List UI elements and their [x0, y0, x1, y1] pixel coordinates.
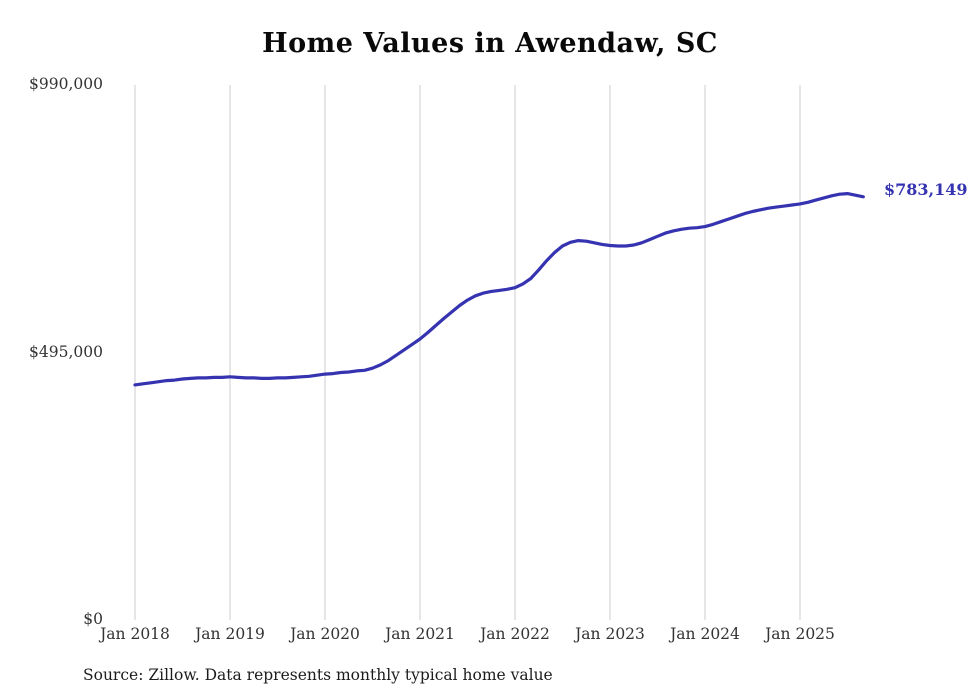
x-axis-label: Jan 2018	[100, 625, 170, 643]
gridlines-group	[134, 85, 801, 620]
chart-title: Home Values in Awendaw, SC	[262, 28, 718, 59]
y-axis-label: $0	[83, 610, 103, 628]
x-axis-label: Jan 2019	[195, 625, 265, 643]
y-axis-label: $990,000	[29, 75, 103, 93]
x-axis-label: Jan 2023	[575, 625, 645, 643]
value-line	[133, 192, 865, 387]
x-axis-label: Jan 2024	[670, 625, 740, 643]
final-value-label: $783,149	[884, 180, 968, 199]
source-note: Source: Zillow. Data represents monthly …	[83, 666, 553, 684]
x-axis-label: Jan 2021	[385, 625, 455, 643]
x-axis-label: Jan 2025	[765, 625, 835, 643]
y-axis-label: $495,000	[29, 342, 103, 361]
x-axis-label: Jan 2022	[480, 625, 550, 643]
x-axis-label: Jan 2020	[290, 625, 360, 643]
